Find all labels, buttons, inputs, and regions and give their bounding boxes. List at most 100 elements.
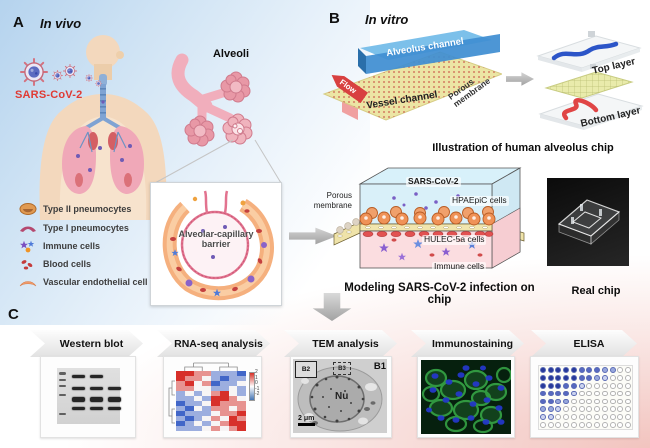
heatmap-cell (211, 381, 220, 386)
heatmap-cell (237, 406, 246, 411)
sars-cov-2-virus-icon (20, 58, 48, 86)
heatmap-cell (176, 416, 185, 421)
virus-icon (85, 74, 93, 82)
legend-item-type-ii: Type II pneumocytes (18, 202, 131, 216)
colorbar-tick: -1 (255, 385, 260, 392)
elisa-well (601, 406, 608, 413)
exploded-chip-illustration (536, 31, 644, 130)
step-label: ELISA (573, 337, 605, 350)
heatmap-cell (184, 396, 194, 401)
colorbar-tick: 1 (255, 374, 258, 381)
elisa-well (625, 390, 632, 397)
elisa-well (594, 406, 601, 413)
blot-band (108, 397, 121, 403)
elisa-well (625, 422, 632, 428)
step-label: RNA-seq analysis (174, 337, 263, 350)
heatmap-cell (202, 381, 211, 386)
immune-cells-icon (20, 240, 35, 253)
heatmap-cell (193, 391, 203, 396)
elisa-well (594, 367, 601, 373)
heatmap-cell (184, 376, 194, 381)
heatmap-cell (202, 371, 211, 376)
heatmap-cell (219, 386, 229, 391)
elisa-well (547, 414, 554, 421)
heatmap-cell (219, 396, 229, 401)
tem-nucleus-label: Nu (335, 391, 349, 402)
elisa-well (539, 390, 546, 397)
alveoli-label: Alveoli (212, 48, 250, 60)
real-chip-photo (547, 178, 629, 266)
elisa-plate-image (530, 356, 639, 438)
elisa-well (547, 398, 554, 405)
heatmap-cell (211, 396, 220, 401)
elisa-well (578, 374, 585, 381)
legend-item-immune: Immune cells (18, 239, 100, 253)
heatmap-cell (193, 416, 203, 421)
heatmap-cell (211, 401, 220, 406)
elisa-well (594, 398, 601, 405)
barrier-caption: Alveolar-capillary barrier (151, 229, 281, 249)
elisa-well (555, 382, 562, 389)
blot-band (90, 407, 103, 411)
elisa-well (586, 382, 593, 389)
elisa-well (586, 406, 593, 413)
elisa-well (601, 414, 608, 421)
heatmap-cell (237, 376, 246, 381)
heatmap-cell (193, 376, 203, 381)
elisa-well (539, 382, 546, 389)
elisa-well (555, 398, 562, 405)
zoom-beam-lines (154, 139, 282, 184)
tem-inset-label: B2 (301, 366, 311, 373)
heatmap-cell (219, 416, 229, 421)
panel-b-title: In vitro (365, 12, 409, 27)
heatmap-cell (228, 396, 238, 401)
elisa-well (586, 374, 593, 381)
legend-item-blood: Blood cells (18, 257, 91, 271)
heatmap-left-dendrogram (168, 380, 175, 424)
elisa-well (594, 390, 601, 397)
barrier-inset: Alveolar-capillary barrier (150, 182, 282, 306)
porous-line2: membrane (313, 201, 352, 210)
heatmap-cell (184, 416, 194, 421)
elisa-well (570, 382, 577, 389)
human-body-illustration (39, 35, 167, 220)
heatmap-cell (237, 396, 246, 401)
fluorescence-micrograph (421, 360, 511, 434)
legend-label: Blood cells (43, 259, 92, 269)
blot-band (90, 387, 103, 391)
heatmap-cell (211, 371, 220, 376)
elisa-well (625, 374, 632, 381)
elisa-well (609, 367, 616, 373)
heatmap-cell (211, 386, 220, 391)
heatmap-cell (176, 426, 185, 431)
heatmap-cell (202, 421, 211, 426)
step-tem: TEM analysis (284, 330, 397, 357)
elisa-well (539, 367, 546, 373)
heatmap-cell (219, 411, 229, 416)
elisa-well (570, 367, 577, 373)
elisa-well (555, 367, 562, 373)
colorbar-tick: 2 (255, 369, 258, 375)
virus-icon (95, 80, 102, 87)
elisa-well (625, 414, 632, 421)
elisa-well (539, 398, 546, 405)
heatmap-cell (202, 391, 211, 396)
elisa-well (555, 422, 562, 428)
heatmap-cell (184, 421, 194, 426)
elisa-well (570, 398, 577, 405)
heatmap-cell (211, 421, 220, 426)
barrier-caption-line1: Alveolar-capillary (178, 229, 254, 239)
tem-micrograph (293, 359, 387, 433)
tem-tag-b1: B1 (373, 361, 386, 372)
heatmap-cell (193, 426, 203, 431)
heatmap-cell (228, 426, 238, 431)
elisa-well (570, 374, 577, 381)
elisa-well (547, 374, 554, 381)
legend-label: Type I pneumocytes (43, 223, 129, 233)
elisa-well (563, 374, 570, 381)
ladder-band (59, 412, 66, 416)
blot-band (72, 387, 85, 391)
elisa-well (609, 414, 616, 421)
heatmap-cell (202, 376, 211, 381)
